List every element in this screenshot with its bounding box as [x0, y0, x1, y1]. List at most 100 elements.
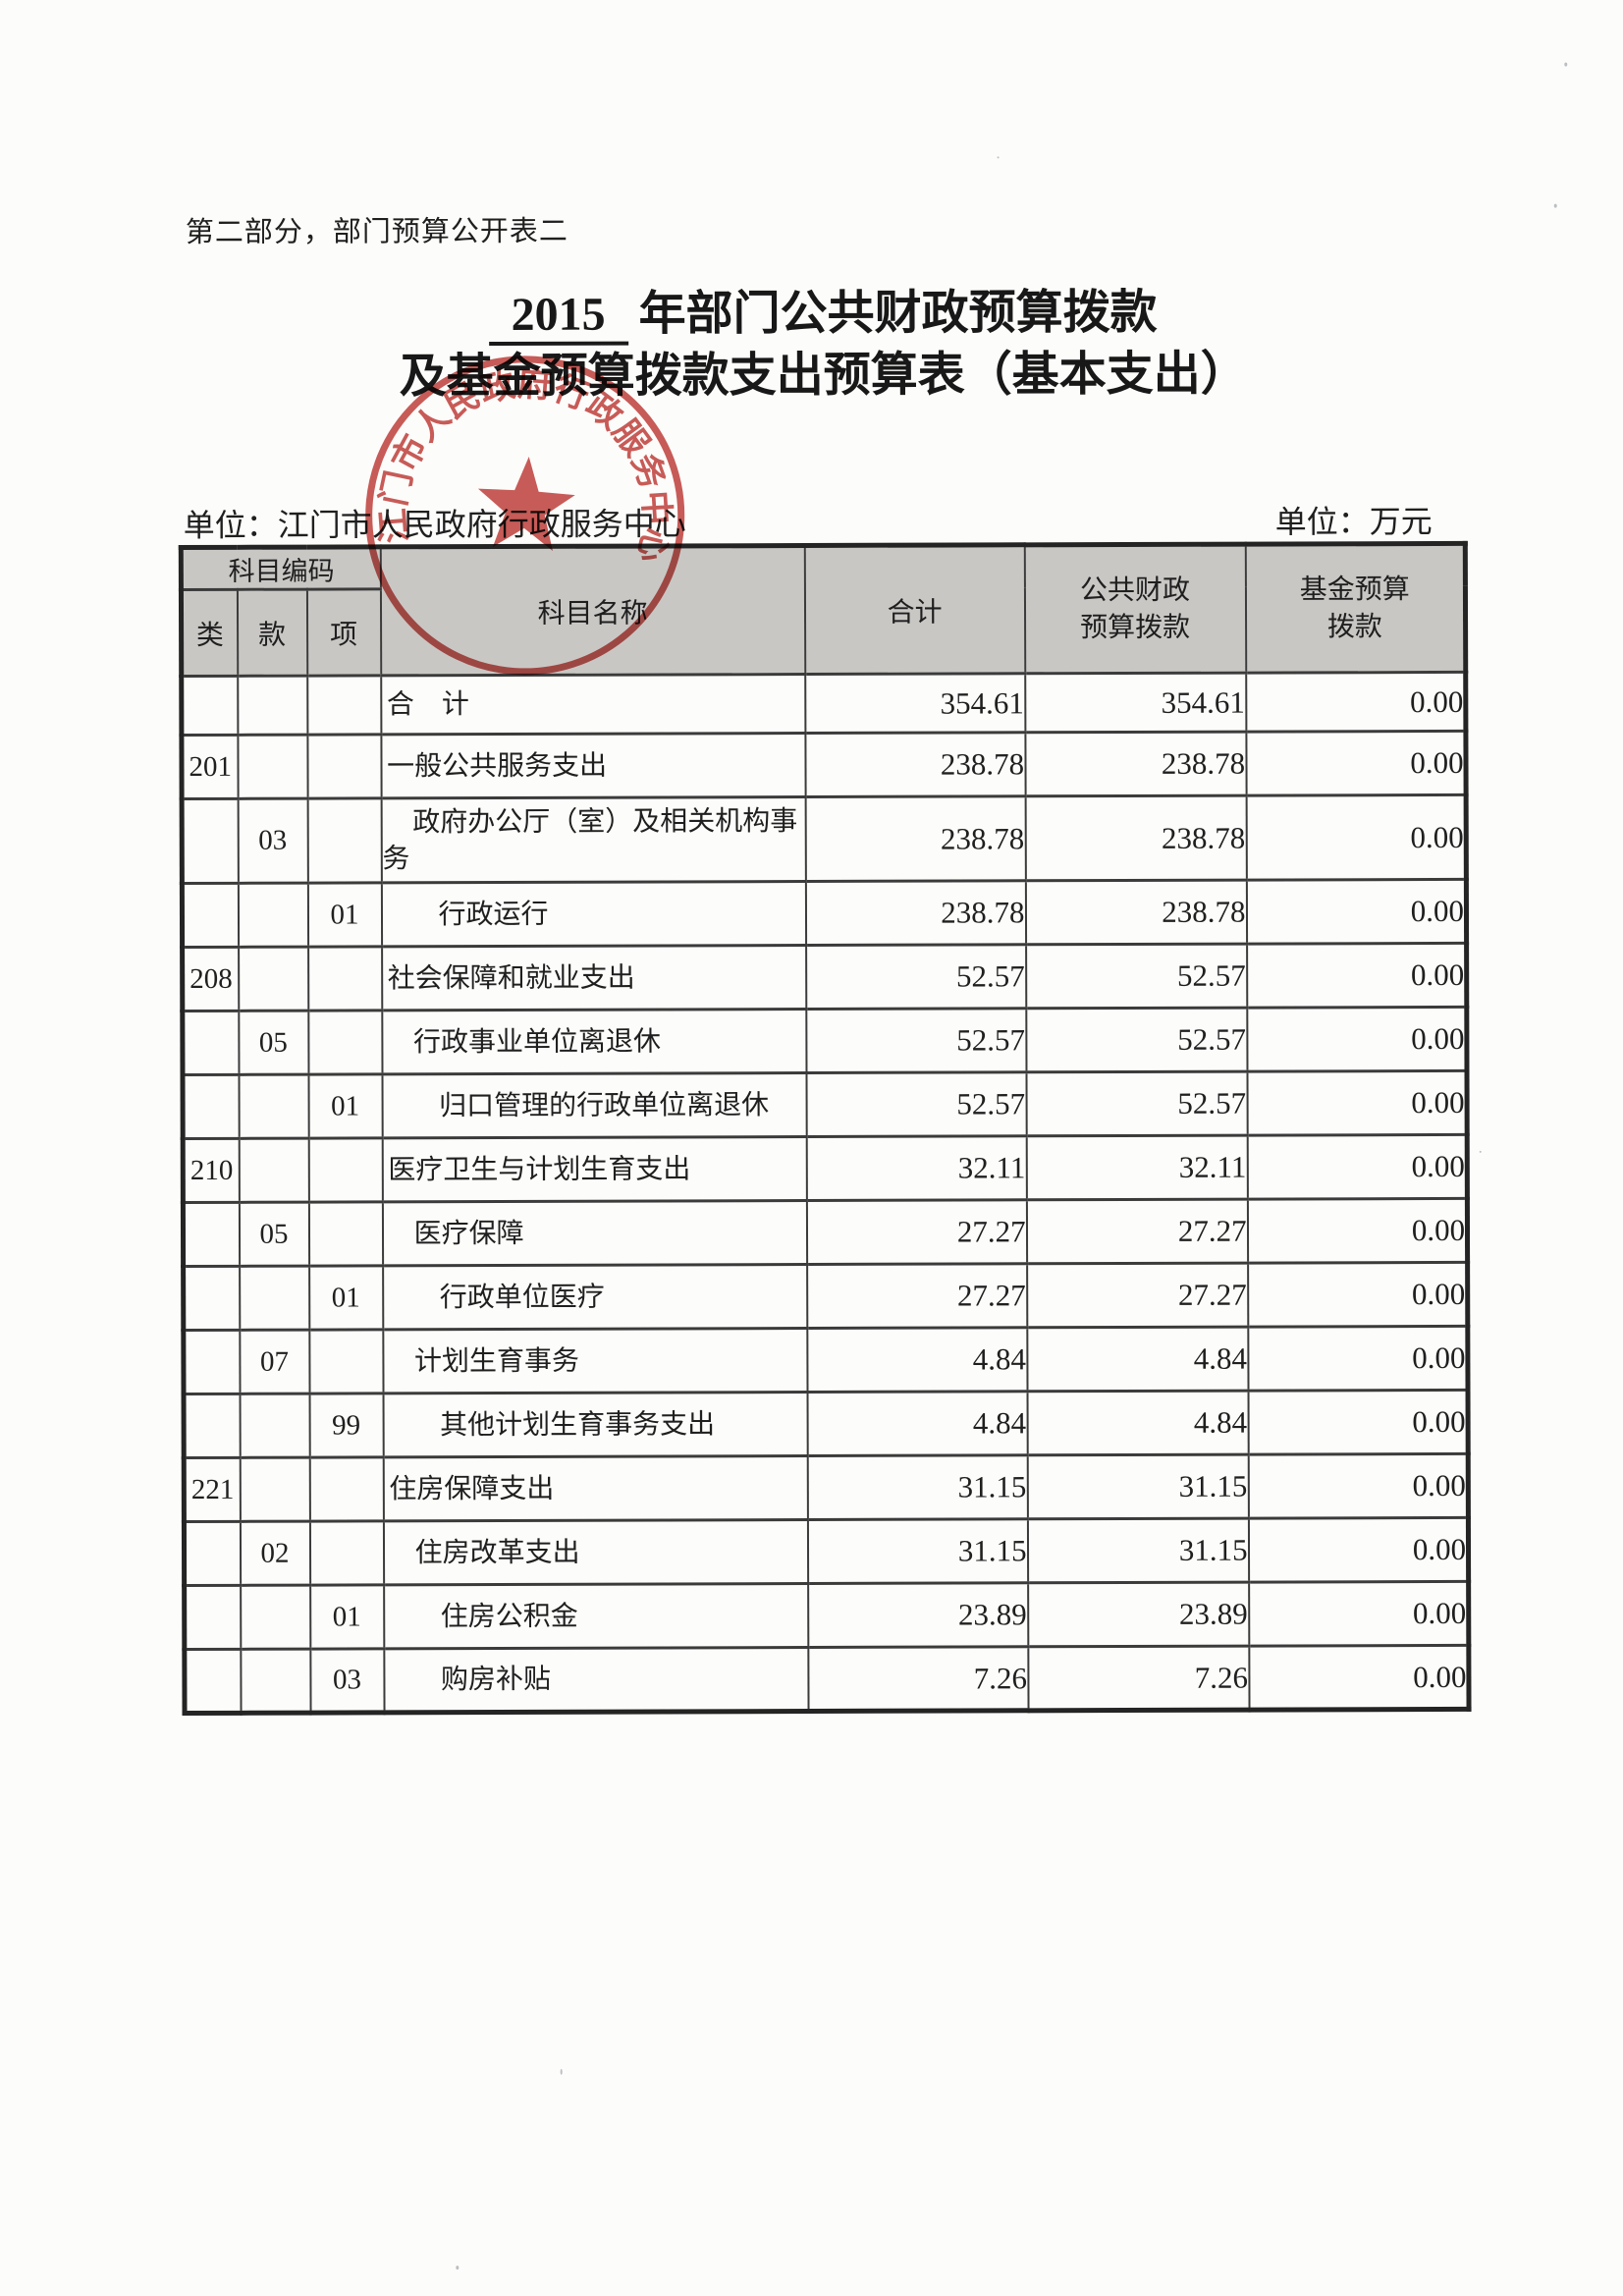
cell-total: 31.15 — [807, 1454, 1028, 1520]
cell-kuan: 05 — [238, 1011, 308, 1075]
cell-lei — [184, 1585, 241, 1650]
table-row: 208 社会保障和就业支出 52.57 52.57 0.00 — [182, 943, 1467, 1011]
scan-speck — [456, 2266, 460, 2270]
cell-total: 52.57 — [806, 1071, 1027, 1137]
cell-kuan: 03 — [238, 798, 308, 884]
cell-xiang — [308, 1201, 383, 1267]
cell-fund-budget: 0.00 — [1246, 1007, 1468, 1072]
cell-public-budget: 31.15 — [1027, 1518, 1249, 1583]
cell-subject-name: 一般公共服务支出 — [380, 733, 806, 798]
table-row: 03 政府办公厅（室）及相关机构事务 238.78 238.78 0.00 — [182, 794, 1467, 884]
cell-public-budget: 238.78 — [1025, 880, 1247, 945]
cell-subject-name: 行政事业单位离退休 — [381, 1009, 807, 1074]
cell-public-budget: 31.15 — [1027, 1454, 1249, 1519]
cell-total: 52.57 — [805, 1008, 1027, 1073]
header-lei: 类 — [181, 589, 238, 677]
table-row: 201 一般公共服务支出 238.78 238.78 0.00 — [181, 731, 1467, 799]
cell-lei: 221 — [184, 1457, 241, 1522]
cell-xiang: 03 — [309, 1648, 385, 1714]
cell-fund-budget: 0.00 — [1247, 1134, 1468, 1200]
table-row: 01 归口管理的行政单位离退休 52.57 52.57 0.00 — [182, 1070, 1468, 1139]
cell-public-budget: 4.84 — [1026, 1327, 1249, 1392]
table-row: 221 住房保障支出 31.15 31.15 0.00 — [184, 1453, 1469, 1522]
cell-subject-name: 住房改革支出 — [383, 1519, 808, 1585]
cell-total: 52.57 — [805, 944, 1026, 1010]
cell-subject-name: 其他计划生育事务支出 — [383, 1392, 808, 1457]
page-title: 2015 年部门公共财政预算拨款 及基金预算拨款支出预算表（基本支出） — [12, 280, 1623, 409]
cell-lei — [184, 1649, 242, 1714]
cell-subject-name: 归口管理的行政单位离退休 — [382, 1072, 807, 1138]
cell-xiang — [309, 1520, 384, 1586]
cell-lei — [183, 1266, 240, 1331]
cell-xiang: 01 — [307, 1073, 383, 1139]
cell-fund-budget: 0.00 — [1245, 731, 1467, 796]
cell-fund-budget: 0.00 — [1246, 879, 1467, 945]
cell-kuan — [237, 676, 307, 736]
cell-public-budget: 52.57 — [1025, 944, 1247, 1009]
cell-xiang — [306, 675, 381, 736]
scan-speck — [560, 2068, 563, 2075]
cell-xiang — [308, 1329, 384, 1394]
cell-lei — [182, 883, 239, 948]
cell-fund-budget: 0.00 — [1246, 794, 1467, 881]
cell-kuan: 07 — [239, 1330, 310, 1394]
cell-xiang — [307, 797, 382, 884]
cell-subject-name: 行政运行 — [381, 881, 806, 947]
table-row: 01 行政单位医疗 27.27 27.27 0.00 — [183, 1262, 1468, 1331]
cell-public-budget: 7.26 — [1027, 1646, 1250, 1711]
cell-subject-name: 合 计 — [380, 674, 805, 735]
cell-xiang — [308, 1137, 383, 1203]
cell-lei — [183, 1330, 241, 1394]
cell-total: 32.11 — [806, 1135, 1027, 1201]
cell-lei — [182, 1074, 240, 1139]
cell-lei: 210 — [183, 1138, 240, 1203]
cell-public-budget: 354.61 — [1024, 673, 1246, 733]
cell-subject-name: 计划生育事务 — [382, 1328, 808, 1394]
cell-fund-budget: 0.00 — [1248, 1390, 1469, 1455]
cell-public-budget: 52.57 — [1026, 1071, 1248, 1136]
cell-total: 7.26 — [807, 1646, 1029, 1712]
header-xiang: 项 — [306, 588, 381, 677]
cell-fund-budget: 0.00 — [1248, 1645, 1470, 1711]
cell-total: 238.78 — [804, 732, 1026, 797]
cell-xiang — [306, 734, 382, 799]
cell-xiang: 01 — [307, 882, 382, 948]
cell-public-budget: 32.11 — [1026, 1135, 1248, 1200]
cell-total: 4.84 — [807, 1391, 1028, 1456]
cell-kuan — [239, 1138, 309, 1203]
header-subject-code: 科目编码 — [181, 546, 381, 590]
scan-speck — [1564, 62, 1568, 67]
cell-public-budget: 27.27 — [1026, 1263, 1248, 1328]
cell-subject-name: 住房公积金 — [383, 1583, 808, 1649]
cell-fund-budget: 0.00 — [1248, 1581, 1469, 1647]
header-public-budget: 公共财政 预算拨款 — [1024, 544, 1246, 674]
cell-subject-name: 社会保障和就业支出 — [381, 945, 806, 1011]
cell-total: 31.15 — [807, 1518, 1028, 1584]
cell-kuan: 02 — [240, 1521, 310, 1586]
cell-lei — [181, 676, 238, 736]
cell-kuan — [240, 1585, 310, 1650]
cell-public-budget: 52.57 — [1025, 1008, 1248, 1072]
table-row: 05 医疗保障 27.27 27.27 0.00 — [183, 1198, 1468, 1267]
cell-total: 23.89 — [807, 1582, 1028, 1648]
cell-kuan — [240, 1457, 310, 1522]
cell-public-budget: 238.78 — [1024, 732, 1247, 796]
table-row: 05 行政事业单位离退休 52.57 52.57 0.00 — [182, 1007, 1468, 1075]
cell-lei: 208 — [182, 947, 239, 1011]
cell-total: 238.78 — [805, 880, 1026, 946]
cell-kuan: 05 — [239, 1202, 309, 1267]
scan-speck — [1553, 203, 1557, 208]
cell-subject-name: 医疗卫生与计划生育支出 — [382, 1136, 807, 1202]
cell-fund-budget: 0.00 — [1248, 1517, 1469, 1583]
scan-speck — [997, 156, 1000, 159]
cell-public-budget: 238.78 — [1025, 795, 1247, 881]
title-line-2: 及基金预算拨款支出预算表（基本支出） — [399, 348, 1248, 404]
header-public-budget-line2: 预算拨款 — [1080, 612, 1191, 643]
table-header-row-1: 科目编码 科目名称 合计 公共财政 预算拨款 基金预算 拨款 — [181, 543, 1466, 676]
cell-lei — [182, 798, 239, 884]
cell-public-budget: 27.27 — [1026, 1199, 1248, 1264]
header-public-budget-line1: 公共财政 — [1079, 574, 1191, 606]
table-row: 02 住房改革支出 31.15 31.15 0.00 — [184, 1517, 1469, 1586]
